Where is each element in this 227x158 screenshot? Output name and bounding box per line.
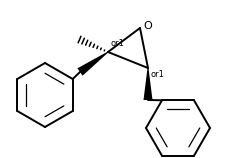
Text: or1: or1 [150, 70, 164, 79]
Text: O: O [142, 21, 151, 31]
Text: or1: or1 [111, 40, 124, 49]
Polygon shape [77, 52, 108, 76]
Polygon shape [143, 68, 152, 100]
